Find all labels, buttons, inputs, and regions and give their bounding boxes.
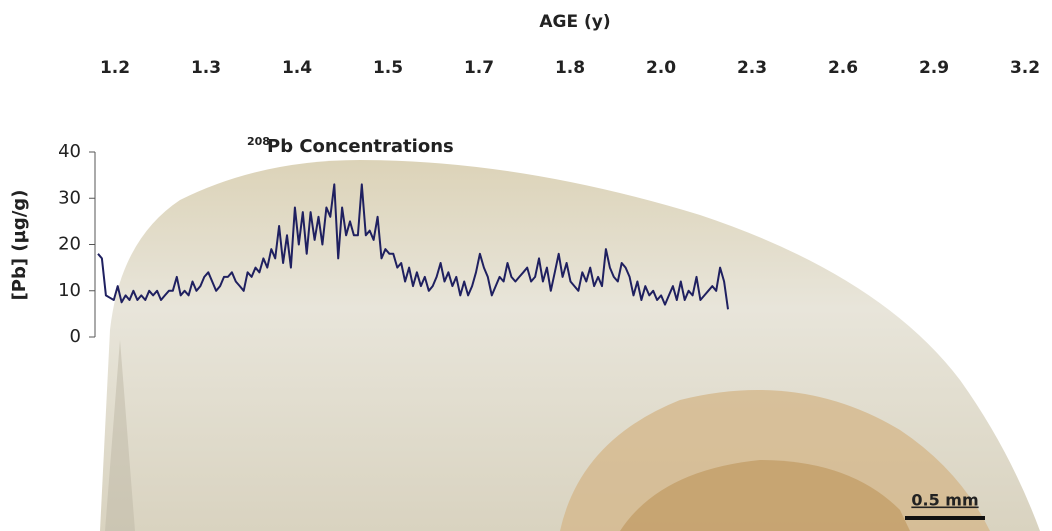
title-superscript: 208 (247, 135, 270, 148)
top-tick-label: 1.3 (191, 58, 221, 78)
top-axis-label: AGE (y) (539, 12, 610, 32)
top-tick-label: 1.5 (373, 58, 403, 78)
tooth-photo (100, 160, 1040, 531)
top-tick-label: 1.4 (282, 58, 312, 78)
y-tick-label: 40 (58, 141, 81, 162)
top-tick-label: 1.7 (464, 58, 494, 78)
y-tick-label: 20 (58, 234, 81, 255)
y-tick-label: 0 (70, 326, 81, 347)
y-tick-label: 30 (58, 187, 81, 208)
top-tick-label: 3.2 (1010, 58, 1040, 78)
top-tick-label: 2.6 (828, 58, 858, 78)
y-axis-label: [Pb] (µg/g) (9, 190, 30, 301)
chart-title: Pb Concentrations (267, 136, 454, 157)
top-tick-label: 2.3 (737, 58, 767, 78)
y-tick-label: 10 (58, 280, 81, 301)
top-tick-label: 1.2 (100, 58, 130, 78)
top-tick-label: 1.8 (555, 58, 585, 78)
data-line (97, 183, 729, 310)
top-tick-label: 2.9 (919, 58, 949, 78)
top-tick-label: 2.0 (646, 58, 676, 78)
scale-bar-label: 0.5 mm (911, 491, 978, 510)
